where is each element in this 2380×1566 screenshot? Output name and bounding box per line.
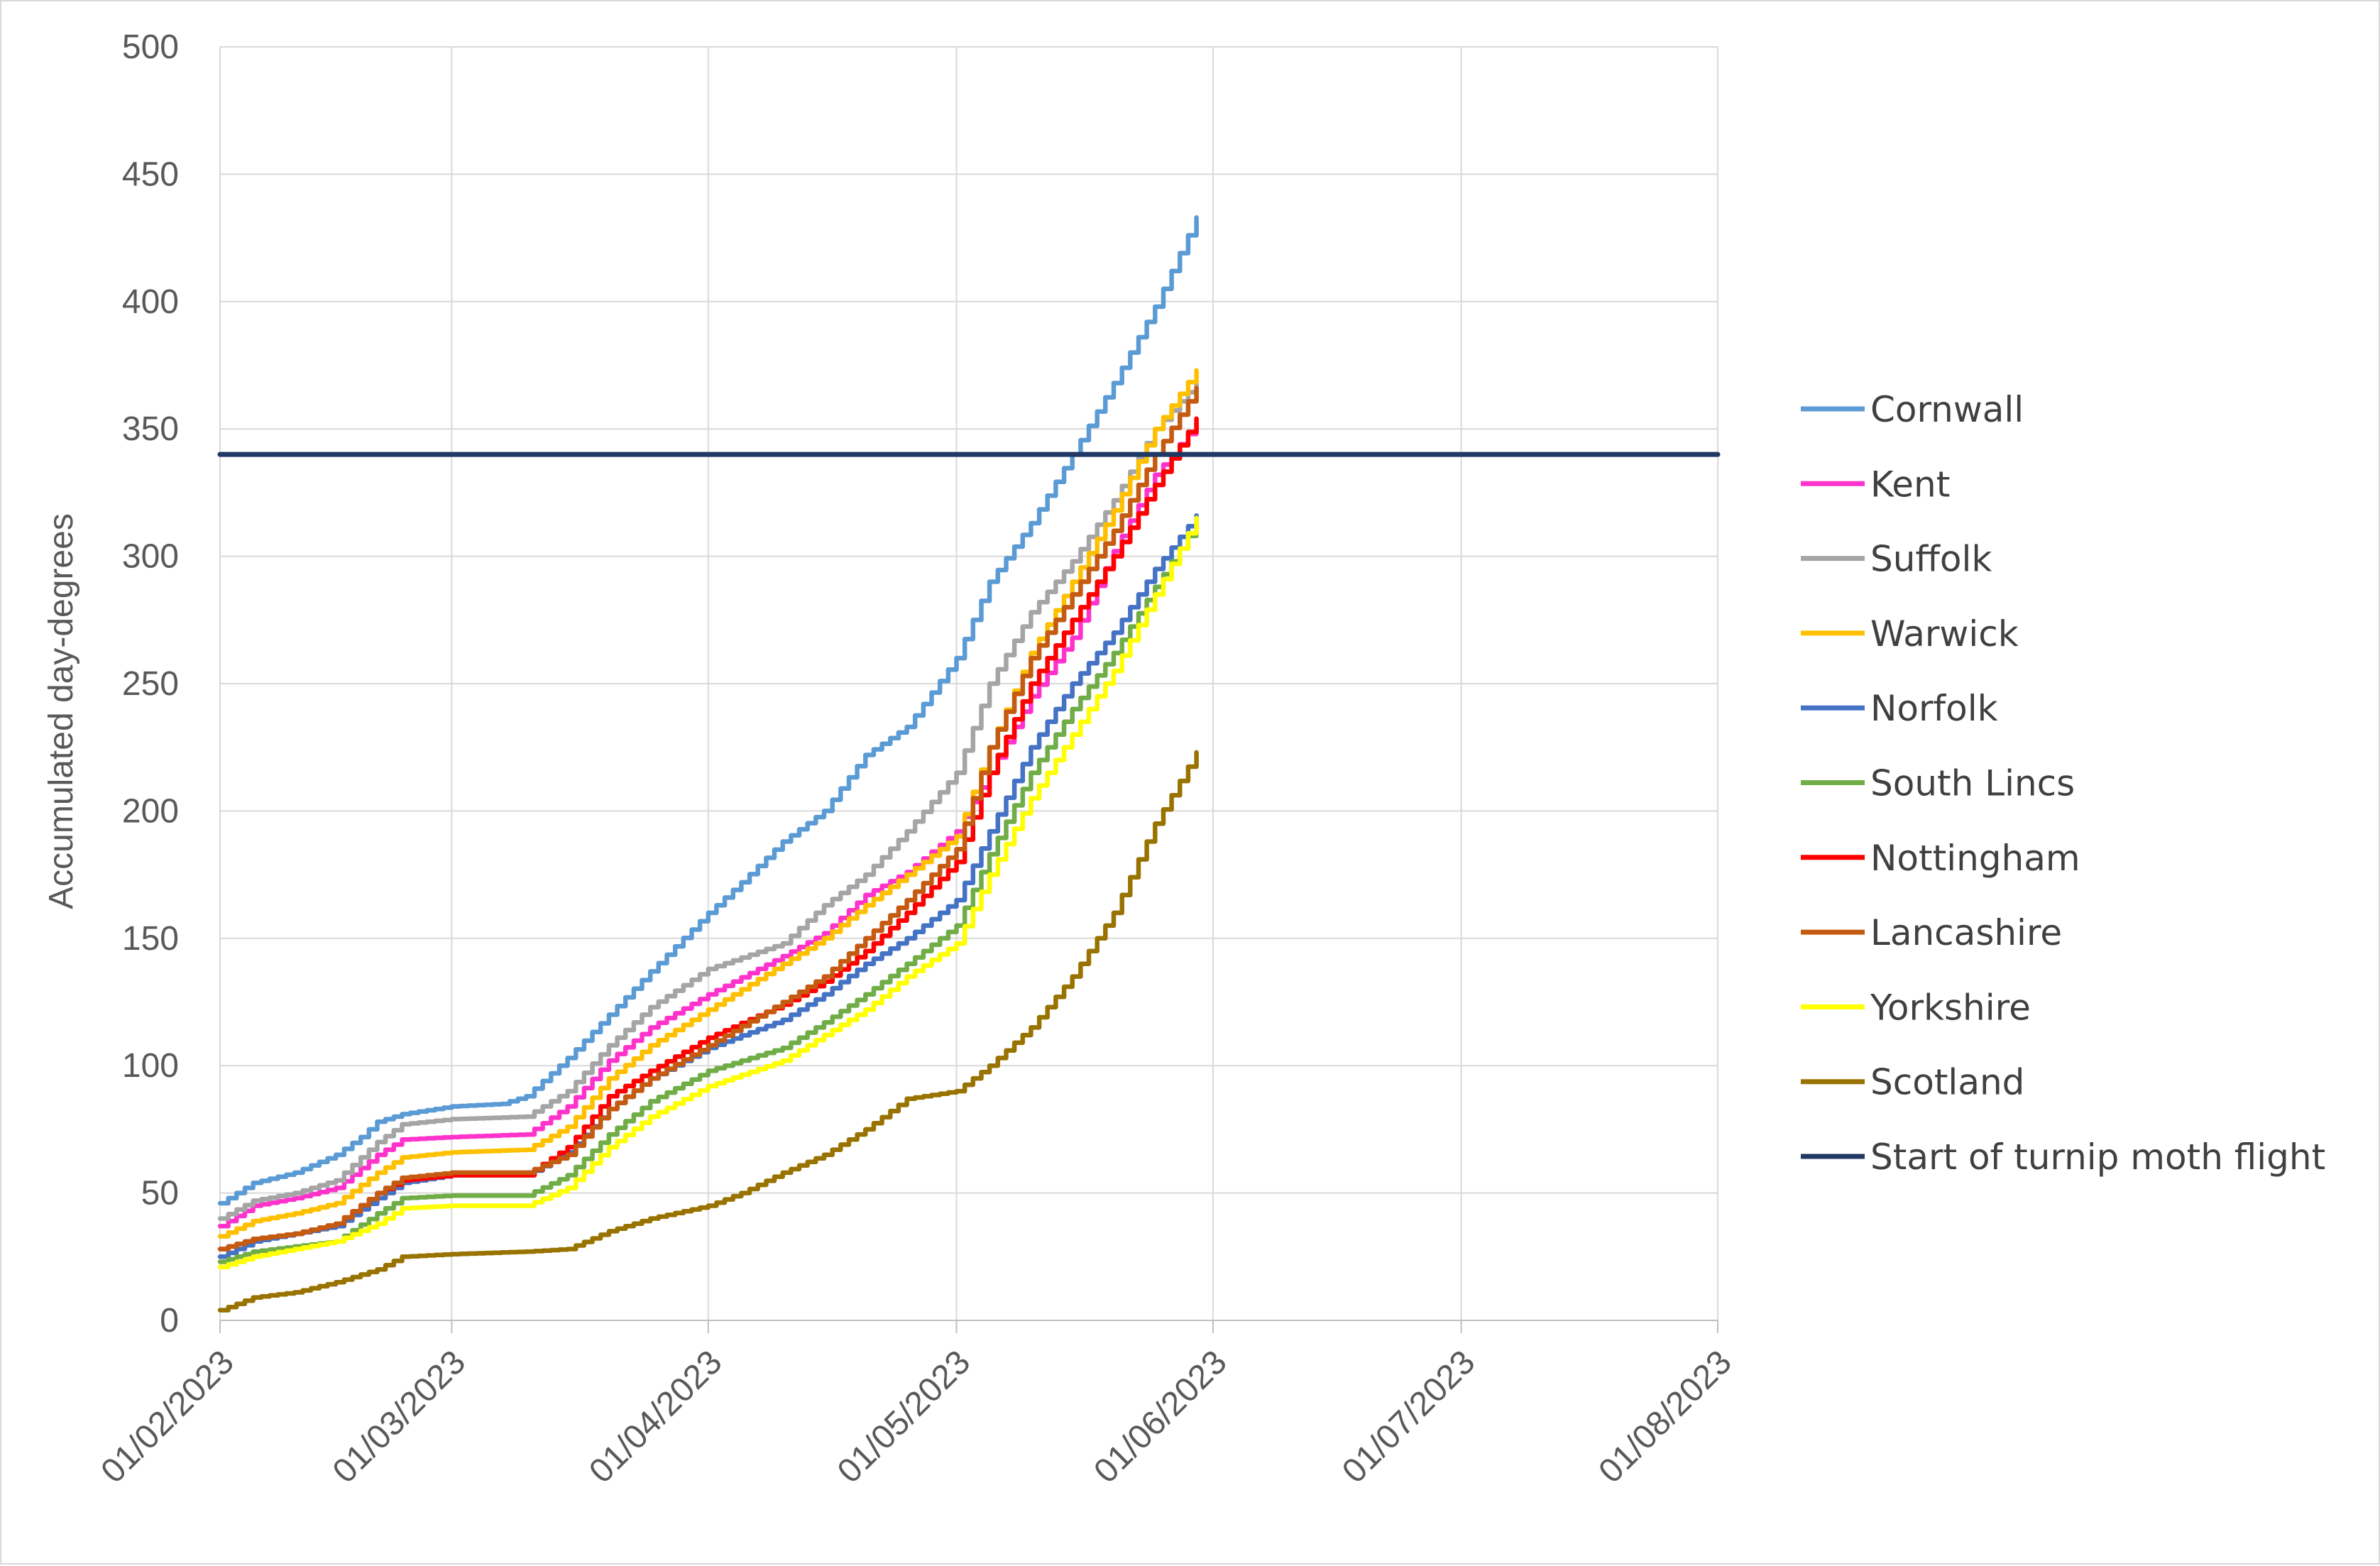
x-tick-label: 01/08/2023 <box>1591 1343 1738 1490</box>
series-lines <box>217 215 1721 1313</box>
legend-label-lancashire: Lancashire <box>1870 912 2062 953</box>
x-tick-label: 01/07/2023 <box>1335 1343 1482 1490</box>
series-line-cornwall <box>217 215 1199 1206</box>
y-tick-label: 150 <box>122 920 179 958</box>
y-tick-label: 500 <box>122 28 179 66</box>
y-axis: 0 50 100 150 200 250 300 350 400 450 500 <box>122 28 179 1340</box>
legend-label-cornwall: Cornwall <box>1870 389 2024 430</box>
x-tick-label: 01/02/2023 <box>94 1343 241 1490</box>
y-tick-label: 0 <box>160 1302 179 1340</box>
y-tick-label: 350 <box>122 410 179 448</box>
y-tick-label: 100 <box>122 1047 179 1085</box>
y-axis-title: Accumulated day-degrees <box>43 513 80 909</box>
y-tick-label: 450 <box>122 155 179 193</box>
x-tick-label: 01/04/2023 <box>582 1343 729 1490</box>
series-line-lancashire <box>217 385 1199 1252</box>
series-line-scotland <box>217 750 1199 1313</box>
gridlines <box>219 46 1718 1320</box>
x-tick-label: 01/03/2023 <box>326 1343 473 1490</box>
y-tick-label: 300 <box>122 538 179 576</box>
legend-label-norfolk: Norfolk <box>1870 688 1998 729</box>
legend-label-suffolk: Suffolk <box>1870 539 1992 580</box>
legend-label-scotland: Scotland <box>1870 1062 2024 1103</box>
legend-label-warwick: Warwick <box>1870 613 2019 655</box>
series-line-warwick <box>217 368 1199 1239</box>
y-tick-label: 200 <box>122 792 179 830</box>
y-tick-label: 50 <box>141 1175 179 1212</box>
x-axis: 01/02/2023 01/03/2023 01/04/2023 01/05/2023… <box>94 1320 1739 1491</box>
y-tick-label: 400 <box>122 283 179 321</box>
legend-label-nottingham: Nottingham <box>1870 838 2080 879</box>
x-tick-label: 01/05/2023 <box>830 1343 977 1490</box>
legend-label-kent: Kent <box>1870 464 1950 505</box>
x-tick-label: 01/06/2023 <box>1087 1343 1234 1490</box>
y-tick-label: 250 <box>122 665 179 703</box>
legend-label-south-lincs: South Lincs <box>1870 763 2075 804</box>
series-line-kent <box>217 421 1199 1229</box>
series-line-suffolk <box>217 380 1199 1221</box>
legend-label-start-of-turnip-moth-flight: Start of turnip moth flight <box>1870 1137 2325 1178</box>
series-line-yorkshire <box>217 515 1199 1269</box>
legend: Cornwall Kent Suffolk Warwick Norfolk South L… <box>1801 389 2325 1178</box>
series-line-south-lincs <box>217 520 1199 1264</box>
legend-label-yorkshire: Yorkshire <box>1870 987 2031 1028</box>
